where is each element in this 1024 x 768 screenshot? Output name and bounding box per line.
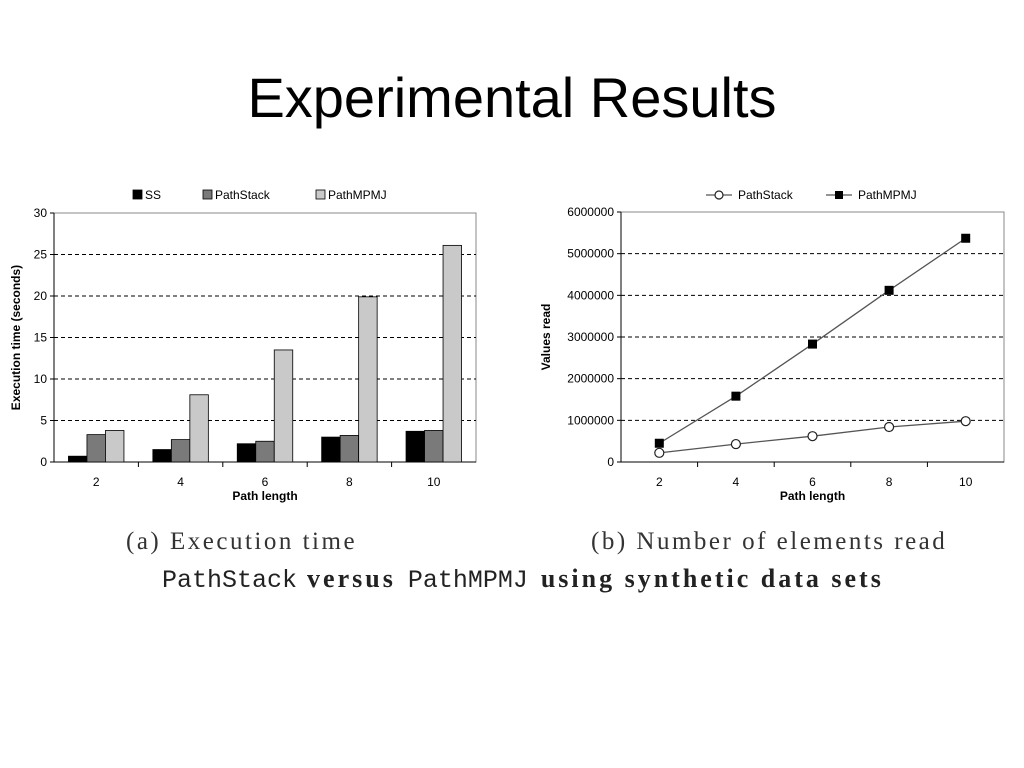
point-pathstack-8 — [884, 421, 895, 433]
execution-time-bar-chart: 0 5 10 15 20 25 30 Execution time (seconds) Path… — [9, 188, 477, 503]
x-axis-title: Path length — [780, 489, 845, 503]
bar-ss-10 — [405, 430, 425, 463]
caption-pathmpmj: PathMPMJ — [407, 566, 528, 595]
legend-swatch-pathmpmj — [315, 189, 326, 200]
bar-pathmpmj-8 — [358, 296, 378, 463]
legend-label-pathstack: PathStack — [738, 188, 794, 202]
point-pathstack-10 — [960, 416, 971, 427]
y-tick-label: 30 — [34, 206, 48, 220]
y-tick-label: 0 — [40, 455, 47, 469]
bar-ss-4 — [152, 449, 172, 463]
legend-swatch-ss — [132, 189, 143, 200]
y-tick-label: 5000000 — [567, 247, 614, 261]
bar-pathstack-6 — [255, 440, 275, 463]
x-tick-label: 8 — [346, 475, 353, 489]
y-tick-label: 3000000 — [567, 330, 614, 344]
y-tick-label: 2000000 — [567, 372, 614, 386]
caption-rest: using synthetic data sets — [540, 564, 884, 593]
y-tick-label: 4000000 — [567, 288, 614, 302]
bar-pathmpmj-2 — [105, 430, 125, 463]
bar-ss-6 — [236, 443, 257, 463]
bar-pathstack-4 — [170, 439, 191, 463]
y-tick-label: 5 — [40, 414, 47, 428]
caption-a: (a) Execution time — [126, 528, 358, 555]
y-tick-label: 10 — [34, 372, 48, 386]
x-tick-label: 8 — [886, 475, 893, 489]
x-tick-label: 6 — [809, 475, 816, 489]
point-pathmpmj-2 — [654, 438, 664, 448]
x-axis-title: Path length — [232, 489, 297, 503]
y-tick-label: 15 — [34, 331, 48, 345]
point-pathstack-6 — [807, 431, 818, 442]
y-tick-label: 6000000 — [567, 205, 614, 219]
y-tick-label: 20 — [34, 289, 48, 303]
point-pathmpmj-10 — [961, 233, 971, 243]
point-pathstack-4 — [730, 438, 741, 450]
caption-pathstack: PathStack — [162, 566, 298, 595]
x-tick-label: 10 — [959, 475, 973, 489]
bar-ss-2 — [68, 455, 88, 463]
legend-label-pathmpmj: PathMPMJ — [328, 188, 387, 202]
point-pathmpmj-8 — [884, 285, 894, 295]
bar-pathstack-8 — [339, 435, 360, 463]
legend-label-ss: SS — [145, 188, 161, 202]
legend-marker-pathstack — [714, 190, 724, 200]
x-tick-label: 2 — [656, 475, 663, 489]
y-axis-title: Values read — [539, 304, 553, 371]
x-tick-label: 4 — [733, 475, 740, 489]
bar-ss-8 — [321, 436, 341, 463]
point-pathstack-2 — [654, 447, 665, 458]
x-tick-label: 6 — [262, 475, 269, 489]
slide-title: Experimental Results — [247, 66, 777, 129]
legend-swatch-pathstack — [202, 189, 213, 200]
bar-pathmpmj-6 — [273, 349, 294, 463]
bar-pathmpmj-10 — [442, 244, 462, 463]
caption-versus: versus — [307, 564, 396, 593]
y-tick-label: 0 — [607, 455, 614, 469]
values-read-line-chart: 0 1000000 2000000 3000000 4000000 5000000 6000… — [539, 188, 1005, 503]
figure-caption: PathStack versus PathMPMJ using synthetic d… — [162, 563, 884, 599]
y-tick-label: 25 — [34, 248, 48, 262]
legend-label-pathmpmj: PathMPMJ — [858, 188, 917, 202]
caption-b: (b) Number of elements read — [591, 528, 948, 555]
bar-pathmpmj-4 — [189, 394, 209, 463]
point-pathmpmj-4 — [731, 391, 741, 401]
x-tick-label: 2 — [93, 475, 100, 489]
x-tick-label: 4 — [177, 475, 184, 489]
y-tick-label: 1000000 — [567, 413, 614, 427]
y-axis-title: Execution time (seconds) — [9, 265, 23, 410]
bar-pathstack-10 — [424, 430, 444, 463]
legend-label-pathstack: PathStack — [215, 188, 271, 202]
legend-marker-pathmpmj — [835, 191, 843, 199]
point-pathmpmj-6 — [808, 339, 817, 349]
x-tick-label: 10 — [427, 475, 441, 489]
bar-pathstack-2 — [86, 434, 106, 463]
